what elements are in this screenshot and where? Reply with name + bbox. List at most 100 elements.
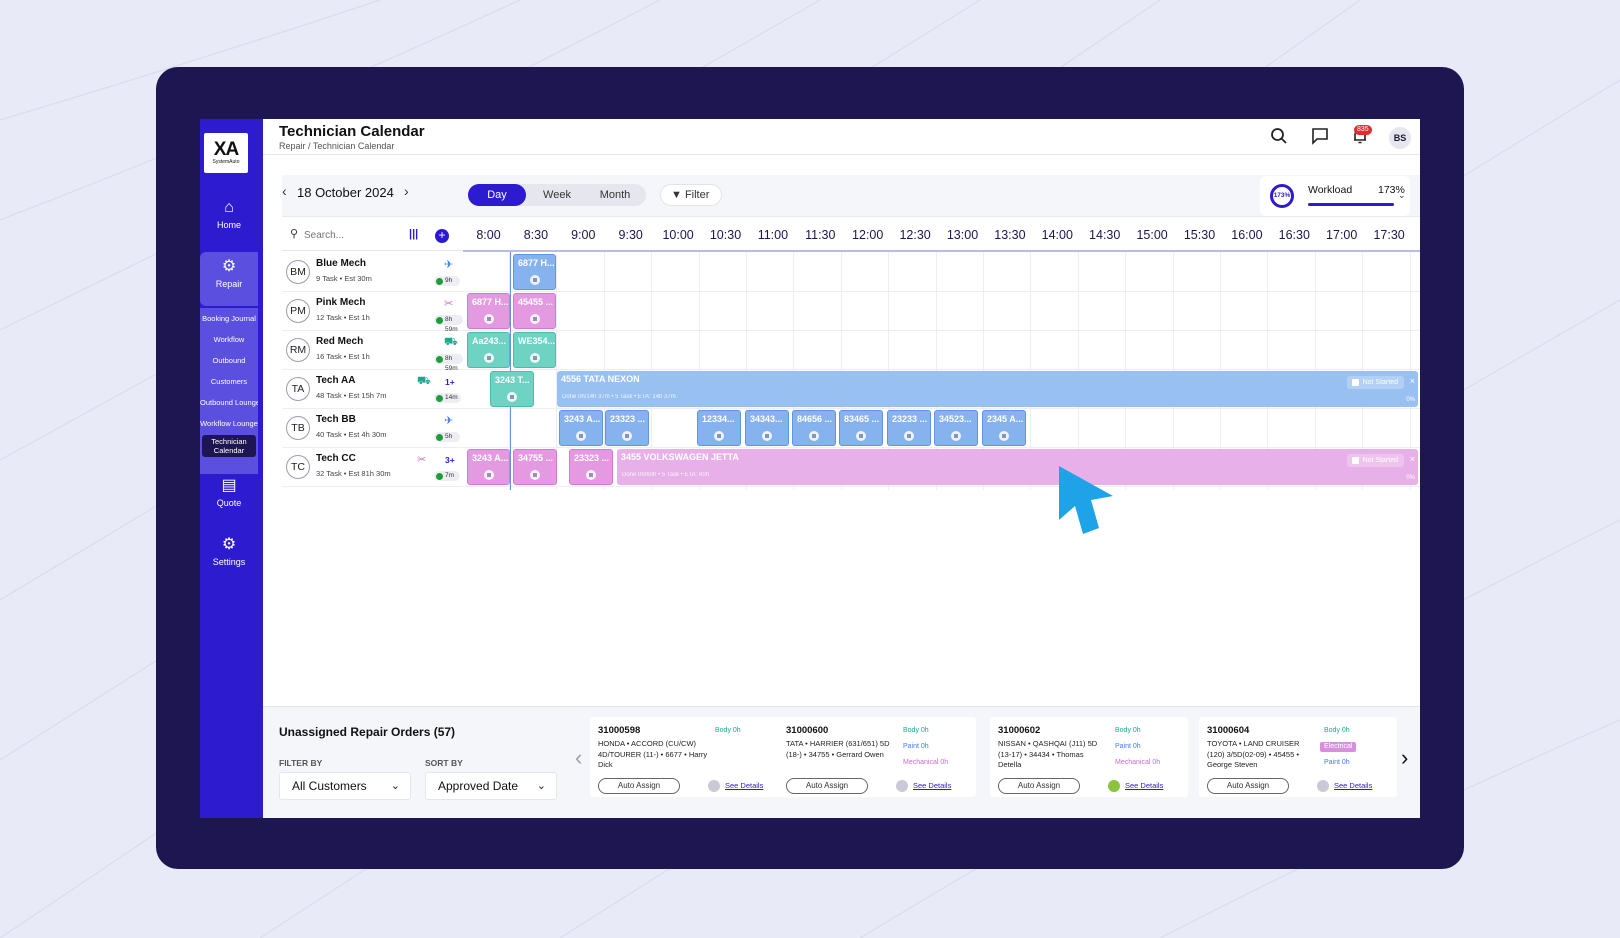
see-details-link[interactable]: See Details	[913, 781, 952, 790]
job-bar-volkswagen-jetta[interactable]: 3455 VOLKSWAGEN JETTA Done 0h/60h • 5 Ta…	[617, 449, 1418, 485]
technician-row[interactable]: TB Tech BB 40 Task • Est 4h 30m ✈ 5h	[282, 408, 463, 448]
see-details-link[interactable]: See Details	[1334, 781, 1373, 790]
task-block[interactable]: 3243 T...	[490, 371, 534, 407]
task-block[interactable]: 23323 ...	[569, 449, 613, 485]
technician-search-input[interactable]	[288, 226, 400, 244]
columns-icon[interactable]: |||	[409, 228, 419, 240]
technician-row[interactable]: RM Red Mech 16 Task • Est 1h ⛟ 8h 59m	[282, 330, 463, 372]
submenu-booking-journal[interactable]: Booking Journal	[202, 314, 256, 323]
stop-icon[interactable]	[529, 275, 540, 285]
stop-icon[interactable]	[809, 431, 819, 441]
task-block[interactable]: Aa243...	[467, 332, 510, 368]
stop-icon[interactable]	[576, 431, 586, 441]
stop-icon[interactable]	[586, 470, 596, 480]
breadcrumb[interactable]: Repair / Technician Calendar	[279, 141, 395, 151]
task-block[interactable]: 23323 ...	[605, 410, 649, 446]
stop-icon[interactable]	[483, 314, 494, 324]
stop-icon[interactable]	[483, 353, 494, 363]
stop-icon[interactable]	[622, 431, 632, 441]
stop-icon[interactable]	[856, 431, 866, 441]
task-label: 23233 ...	[892, 414, 928, 424]
see-details-link[interactable]: See Details	[1125, 781, 1164, 790]
task-block[interactable]: 34343...	[745, 410, 789, 446]
stop-icon[interactable]	[507, 392, 517, 402]
sidebar-item-home[interactable]: ⌂ Home	[200, 199, 258, 230]
technician-meta: 40 Task • Est 4h 30m	[316, 430, 387, 439]
stop-icon[interactable]	[999, 431, 1009, 441]
tab-day[interactable]: Day	[468, 184, 526, 206]
stop-icon[interactable]	[951, 431, 961, 441]
user-avatar[interactable]: BS	[1389, 127, 1411, 149]
task-block[interactable]: 2345 A...	[982, 410, 1026, 446]
customer-filter-select[interactable]: All Customers ⌄	[279, 772, 411, 800]
task-block[interactable]: 84656 ...	[792, 410, 836, 446]
repair-order-card[interactable]: 31000598 HONDA • ACCORD (CU/CW) 4D/TOURER…	[590, 717, 788, 797]
submenu-technician-calendar[interactable]: Technician Calendar	[202, 435, 256, 457]
add-icon[interactable]: +	[435, 229, 449, 243]
repair-order-card[interactable]: 31000602 NISSAN • QASHQAI (J11) 5D (13-17…	[990, 717, 1188, 797]
auto-assign-button[interactable]: Auto Assign	[1207, 778, 1289, 794]
job-bar-tata-nexon[interactable]: 4556 TATA NEXON Done 0h/14h 37m • 5 Task…	[557, 371, 1418, 407]
task-block[interactable]: 12334...	[697, 410, 741, 446]
stop-icon[interactable]	[762, 431, 772, 441]
sidebar-item-repair[interactable]: ⚙ Repair	[200, 252, 258, 306]
task-block[interactable]: 3243 A...	[467, 449, 510, 485]
stop-icon[interactable]	[529, 353, 540, 363]
stop-icon[interactable]	[530, 470, 540, 480]
task-block[interactable]: 23233 ...	[887, 410, 931, 446]
document-icon: ▤	[221, 477, 237, 494]
next-cards-icon[interactable]: ›	[1401, 745, 1409, 770]
technician-meta: 9 Task • Est 30m	[316, 274, 372, 283]
workload-widget[interactable]: 173% Workload 173% ⌄	[1260, 176, 1410, 216]
next-date-icon[interactable]: ›	[404, 183, 409, 199]
close-icon[interactable]: ×	[1409, 376, 1415, 386]
select-value: All Customers	[292, 779, 367, 793]
submenu-outbound[interactable]: Outbound	[212, 356, 246, 365]
submenu-workflow[interactable]: Workflow	[213, 335, 245, 344]
chat-icon[interactable]	[1310, 127, 1330, 147]
repair-order-card[interactable]: 31000600 TATA • HARRIER (631/651) 5D (18-…	[778, 717, 976, 797]
task-block[interactable]: 83465 ...	[839, 410, 883, 446]
task-block[interactable]: 45455 ...	[513, 293, 556, 329]
stop-icon[interactable]	[529, 314, 540, 324]
task-block[interactable]: 6877 H...	[467, 293, 510, 329]
task-block[interactable]: 3243 A...	[559, 410, 603, 446]
task-block[interactable]: 34523...	[934, 410, 978, 446]
task-block[interactable]: 6877 H...	[513, 254, 556, 290]
auto-assign-button[interactable]: Auto Assign	[998, 778, 1080, 794]
sidebar-item-settings[interactable]: ⚙ Settings	[200, 536, 258, 567]
app-logo[interactable]: XA SystemAuto	[204, 133, 248, 173]
close-icon[interactable]: ×	[1409, 454, 1415, 464]
sidebar-item-quote[interactable]: ▤ Quote	[200, 477, 258, 508]
submenu-workflow-lounge[interactable]: Workflow Lounge	[200, 419, 258, 428]
filter-button[interactable]: ▼ Filter	[660, 184, 722, 206]
search-icon[interactable]	[1269, 127, 1289, 147]
stop-icon[interactable]	[904, 431, 914, 441]
task-block[interactable]: 34755 ...	[513, 449, 557, 485]
tab-week[interactable]: Week	[543, 189, 571, 201]
prev-date-icon[interactable]: ‹	[282, 183, 287, 199]
technician-row[interactable]: PM Pink Mech 12 Task • Est 1h ✂ 8h 59m	[282, 291, 463, 333]
submenu-customers[interactable]: Customers	[210, 377, 248, 386]
task-block[interactable]: WE354...	[513, 332, 556, 368]
chevron-down-icon[interactable]: ⌄	[1398, 190, 1406, 200]
see-details-link[interactable]: See Details	[725, 781, 764, 790]
auto-assign-button[interactable]: Auto Assign	[786, 778, 868, 794]
sort-select[interactable]: Approved Date ⌄	[425, 772, 557, 800]
stop-icon[interactable]	[714, 431, 724, 441]
stop-icon[interactable]	[483, 470, 494, 480]
submenu-outbound-lounge[interactable]: Outbound Lounge	[200, 398, 258, 407]
auto-assign-button[interactable]: Auto Assign	[598, 778, 680, 794]
page-title: Technician Calendar	[279, 123, 425, 140]
technician-row[interactable]: TA Tech AA 48 Task • Est 15h 7m ⛟ 1+ 14m	[282, 369, 463, 409]
tab-month[interactable]: Month	[599, 189, 631, 201]
technician-row[interactable]: TC Tech CC 32 Task • Est 81h 30m ✂ 3+ 7m	[282, 447, 463, 487]
task-label: 6877 H...	[518, 258, 555, 268]
technician-row[interactable]: BM Blue Mech 9 Task • Est 30m ✈ 9h	[282, 252, 463, 292]
job-type-tag: Paint 0h	[1324, 759, 1350, 766]
task-label: 6877 H...	[472, 297, 509, 307]
tools-icon: ✂	[444, 298, 454, 310]
repair-order-card[interactable]: 31000604 TOYOTA • LAND CRUISER (120) 3/5D…	[1199, 717, 1397, 797]
task-label: 2345 A...	[987, 414, 1024, 424]
prev-cards-icon[interactable]: ‹	[575, 745, 583, 770]
